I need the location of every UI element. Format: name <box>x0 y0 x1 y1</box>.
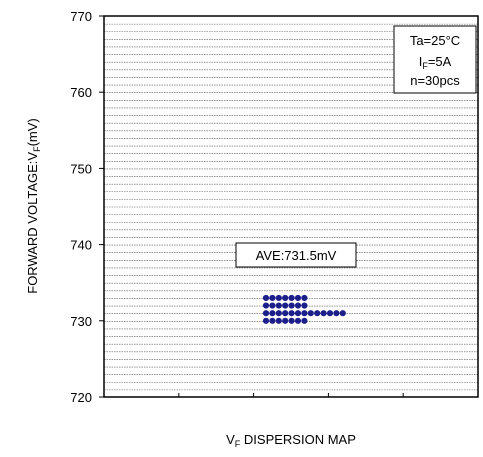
data-point <box>301 302 308 309</box>
data-point <box>269 294 276 302</box>
data-point <box>288 317 295 324</box>
y-tick-label: 770 <box>70 9 92 24</box>
data-point <box>288 310 295 317</box>
data-point <box>282 317 289 324</box>
legend-box: Ta=25°C IF=5A n=30pcs <box>393 25 477 94</box>
y-axis-title: FORWARD VOLTAGE:VF(mV) <box>25 118 42 294</box>
data-point <box>294 302 302 309</box>
data-point <box>282 294 289 302</box>
data-point <box>275 302 282 309</box>
y-tick-label: 730 <box>70 314 92 329</box>
data-point <box>320 310 327 317</box>
data-point <box>339 310 346 317</box>
data-point <box>262 317 270 324</box>
data-point <box>301 310 308 317</box>
data-point <box>301 317 308 324</box>
y-tick-label: 760 <box>70 85 92 100</box>
data-point <box>262 294 270 302</box>
average-annotation: AVE:731.5mV <box>235 242 357 268</box>
y-tick-label: 750 <box>70 161 92 176</box>
y-tick-labels: 720 730 740 750 760 770 <box>70 9 104 405</box>
data-point <box>294 294 302 302</box>
data-point <box>269 310 276 317</box>
legend-line-1: Ta=25°C <box>410 33 460 48</box>
data-point <box>282 310 289 317</box>
data-point <box>282 302 289 309</box>
data-point <box>294 317 302 324</box>
data-points <box>262 294 346 324</box>
legend-line-3: n=30pcs <box>410 73 460 88</box>
y-tick-label: 740 <box>70 238 92 253</box>
data-point <box>294 310 302 317</box>
data-point <box>314 310 321 317</box>
data-point <box>269 317 276 324</box>
plot-frame <box>103 15 479 398</box>
x-axis-title: VF DISPERSION MAP <box>226 432 356 449</box>
data-point <box>307 310 314 317</box>
y-tick-label: 720 <box>70 390 92 405</box>
data-point <box>288 294 295 302</box>
data-point <box>262 302 270 309</box>
data-point <box>288 302 295 309</box>
data-point <box>333 310 340 317</box>
data-point <box>275 317 282 324</box>
data-point <box>262 310 270 317</box>
data-point <box>301 294 308 302</box>
average-label: AVE:731.5mV <box>256 248 337 263</box>
data-point <box>326 310 334 317</box>
data-point <box>275 310 282 317</box>
legend-line-2: IF=5A <box>419 54 452 71</box>
data-point <box>275 294 282 302</box>
data-point <box>269 302 276 309</box>
